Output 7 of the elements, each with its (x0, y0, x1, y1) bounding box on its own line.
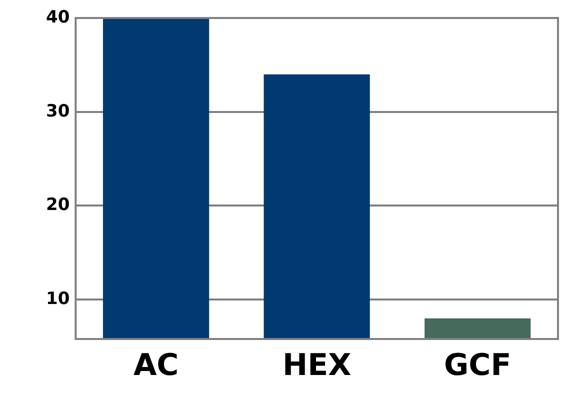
x-tick-label: GCF (444, 348, 512, 383)
y-tick-label: 20 (46, 195, 70, 216)
x-tick-label: HEX (282, 348, 352, 383)
y-tick-label: 30 (46, 101, 70, 122)
y-tick-label: 10 (46, 289, 70, 309)
y-tick-label: 40 (46, 7, 70, 28)
x-tick-label: AC (133, 348, 179, 383)
